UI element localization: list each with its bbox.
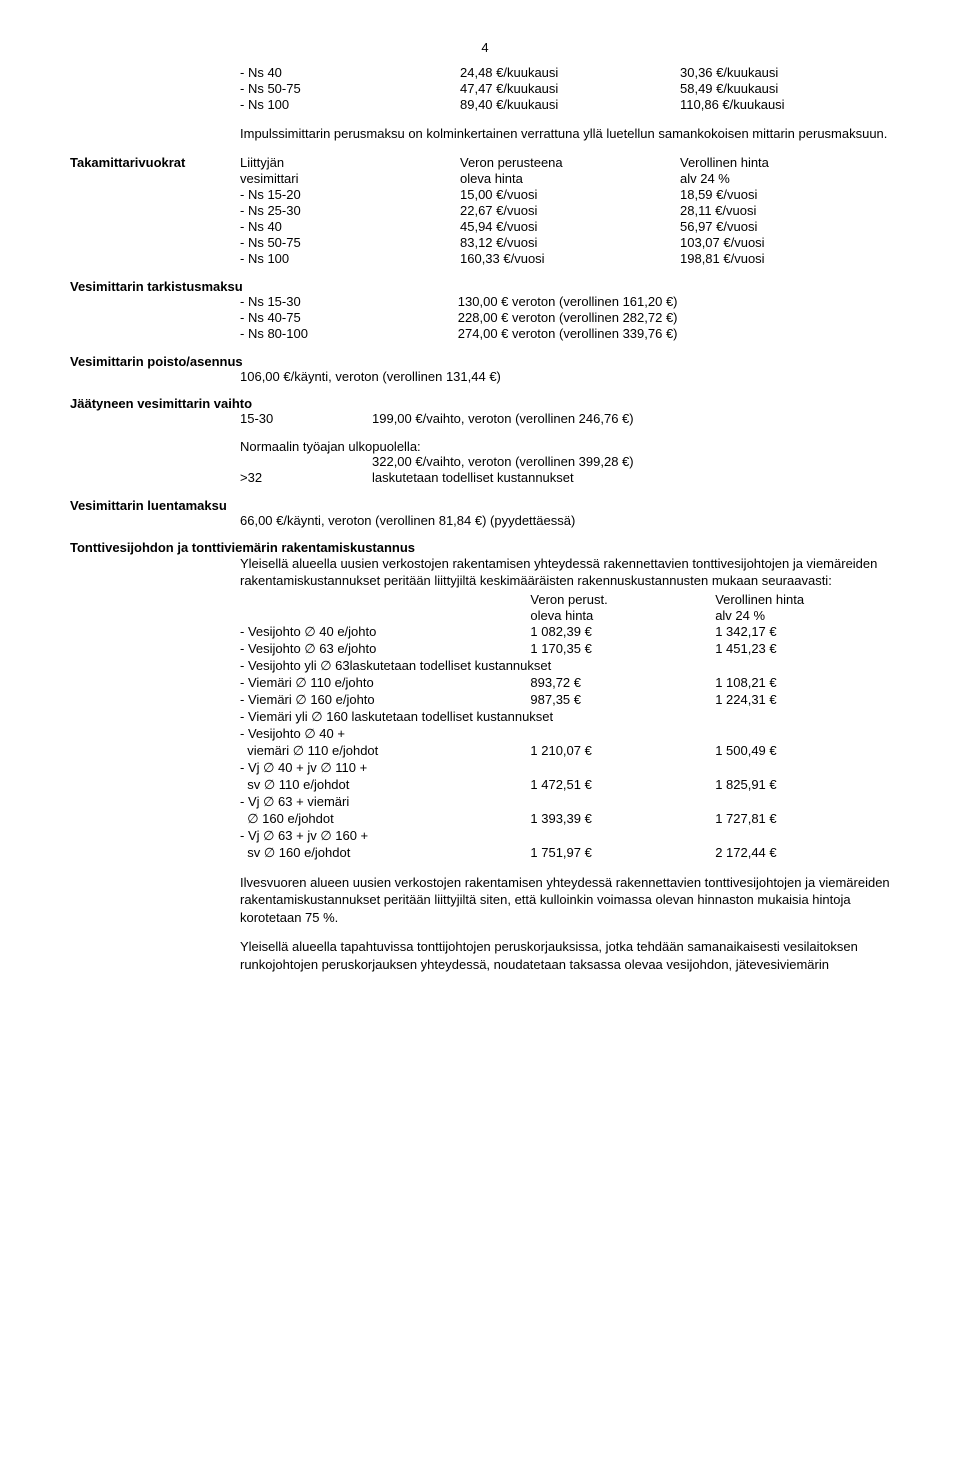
tarkistus-table: - Ns 15-30130,00 € veroton (verollinen 1…	[240, 294, 900, 342]
ns-col2: 89,40 €/kuukausi	[460, 97, 680, 113]
th-c1: Liittyjän	[240, 155, 460, 171]
table-row: - Ns 40-75228,00 € veroton (verollinen 2…	[240, 310, 900, 326]
ns-col3: 58,49 €/kuukausi	[680, 81, 900, 97]
poisto-heading: Vesimittarin poisto/asennus	[70, 354, 900, 369]
table-row: - Viemäri ∅ 160 e/johto987,35 €1 224,31 …	[240, 692, 900, 709]
table-row: - Ns 100160,33 €/vuosi198,81 €/vuosi	[240, 251, 900, 267]
page-number: 4	[70, 40, 900, 55]
table-row: - Ns 100 89,40 €/kuukausi 110,86 €/kuuka…	[240, 97, 900, 113]
table-row: - Ns 80-100274,00 € veroton (verollinen …	[240, 326, 900, 342]
table-row: - Vj ∅ 63 + jv ∅ 160 +	[240, 828, 900, 845]
ns-label: - Ns 40	[240, 65, 460, 81]
table-row: >32 laskutetaan todelliset kustannukset	[240, 470, 900, 486]
table-header: Liittyjän Veron perusteena Verollinen hi…	[240, 155, 900, 171]
table-header2: vesimittari oleva hinta alv 24 %	[240, 171, 900, 187]
table-row: - Viemäri yli ∅ 160 laskutetaan todellis…	[240, 709, 900, 726]
table-row: - Ns 15-30130,00 € veroton (verollinen 1…	[240, 294, 900, 310]
luenta-value: 66,00 €/käynti, veroton (verollinen 81,8…	[240, 513, 900, 528]
th2-c1: vesimittari	[240, 171, 460, 187]
tontti-table: Veron perust. Verollinen hinta oleva hin…	[240, 592, 900, 862]
table-row: - Ns 4045,94 €/vuosi56,97 €/vuosi	[240, 219, 900, 235]
jaatynyt-heading: Jäätyneen vesimittarin vaihto	[70, 396, 900, 411]
tontti-intro: Yleisellä alueella uusien verkostojen ra…	[240, 555, 900, 590]
poisto-value: 106,00 €/käynti, veroton (verollinen 131…	[240, 369, 900, 384]
jaatynyt-table: 15-30 199,00 €/vaihto, veroton (verollin…	[240, 411, 900, 427]
takamittari-heading: Takamittarivuokrat	[70, 155, 240, 170]
table-row: - Vj ∅ 40 + jv ∅ 110 +	[240, 760, 900, 777]
ns-col3: 110,86 €/kuukausi	[680, 97, 900, 113]
table-row: 322,00 €/vaihto, veroton (verollinen 399…	[240, 454, 900, 470]
tontti-heading: Tonttivesijohdon ja tonttiviemärin raken…	[70, 540, 900, 555]
jaatynyt-table2: 322,00 €/vaihto, veroton (verollinen 399…	[240, 454, 900, 486]
table-row: ∅ 160 e/johdot1 393,39 €1 727,81 €	[240, 811, 900, 828]
th-c3: Verollinen hinta	[680, 155, 900, 171]
tontti-para3: Yleisellä alueella tapahtuvissa tonttijo…	[240, 938, 900, 973]
table-row: - Viemäri ∅ 110 e/johto893,72 €1 108,21 …	[240, 675, 900, 692]
table-row: - Vj ∅ 63 + viemäri	[240, 794, 900, 811]
impulse-paragraph: Impulssimittarin perusmaksu on kolminker…	[240, 125, 900, 143]
table-row: - Vesijohto ∅ 63 e/johto1 170,35 €1 451,…	[240, 641, 900, 658]
ns-col2: 24,48 €/kuukausi	[460, 65, 680, 81]
ns-col3: 30,36 €/kuukausi	[680, 65, 900, 81]
ns-label: - Ns 100	[240, 97, 460, 113]
table-row: - Vesijohto ∅ 40 +	[240, 726, 900, 743]
tarkistus-heading: Vesimittarin tarkistusmaksu	[70, 279, 900, 294]
table-row: - Ns 40 24,48 €/kuukausi 30,36 €/kuukaus…	[240, 65, 900, 81]
jaatynyt-para1: Normaalin työajan ulkopuolella:	[240, 439, 900, 454]
table-row: - Ns 25-3022,67 €/vuosi28,11 €/vuosi	[240, 203, 900, 219]
table-row: sv ∅ 110 e/johdot1 472,51 €1 825,91 €	[240, 777, 900, 794]
luenta-heading: Vesimittarin luentamaksu	[70, 498, 900, 513]
table-header: Veron perust. Verollinen hinta	[240, 592, 900, 608]
table-row: sv ∅ 160 e/johdot1 751,97 €2 172,44 €	[240, 845, 900, 862]
ns-col2: 47,47 €/kuukausi	[460, 81, 680, 97]
table-row: - Ns 50-75 47,47 €/kuukausi 58,49 €/kuuk…	[240, 81, 900, 97]
takamittari-table: Liittyjän Veron perusteena Verollinen hi…	[240, 155, 900, 267]
th-c2: Veron perusteena	[460, 155, 680, 171]
table-row: 15-30 199,00 €/vaihto, veroton (verollin…	[240, 411, 900, 427]
ns-label: - Ns 50-75	[240, 81, 460, 97]
table-row: - Vesijohto ∅ 40 e/johto1 082,39 €1 342,…	[240, 624, 900, 641]
table-row: - Ns 15-2015,00 €/vuosi18,59 €/vuosi	[240, 187, 900, 203]
table-row: - Vesijohto yli ∅ 63laskutetaan todellis…	[240, 658, 900, 675]
th2-c3: alv 24 %	[680, 171, 900, 187]
table-header2: oleva hinta alv 24 %	[240, 608, 900, 624]
tontti-para2: Ilvesvuoren alueen uusien verkostojen ra…	[240, 874, 900, 927]
ns-top-table: - Ns 40 24,48 €/kuukausi 30,36 €/kuukaus…	[240, 65, 900, 113]
th2-c2: oleva hinta	[460, 171, 680, 187]
table-row: - Ns 50-7583,12 €/vuosi103,07 €/vuosi	[240, 235, 900, 251]
table-row: viemäri ∅ 110 e/johdot1 210,07 €1 500,49…	[240, 743, 900, 760]
